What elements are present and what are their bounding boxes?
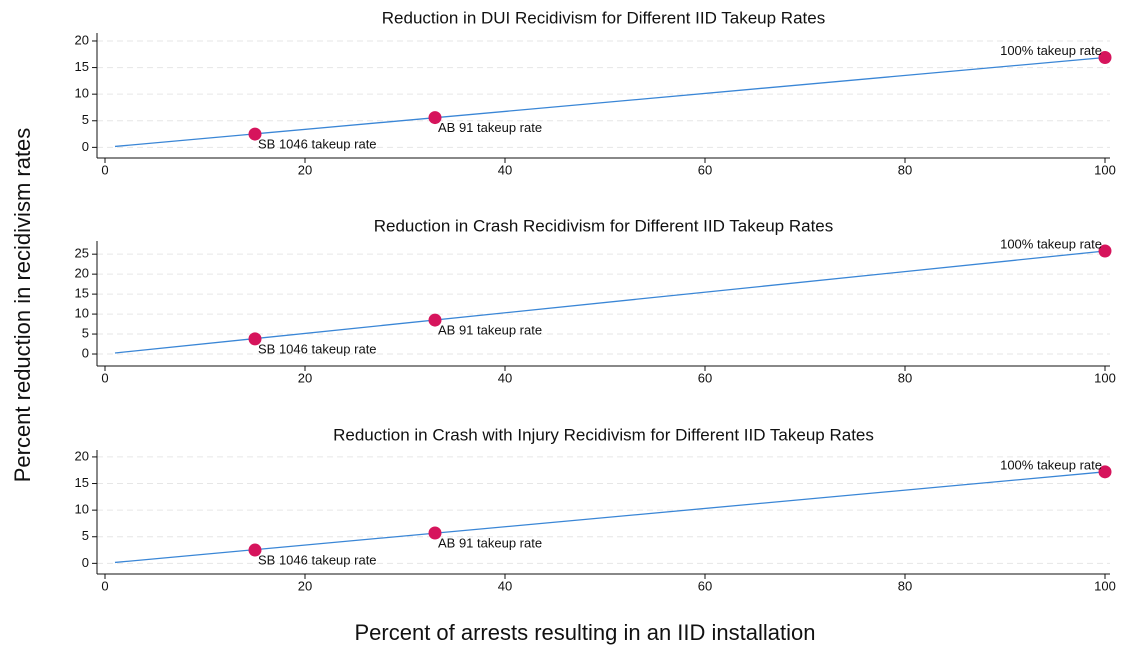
x-tick-label: 40 xyxy=(498,370,512,385)
point xyxy=(1098,465,1112,479)
point-label: AB 91 takeup rate xyxy=(438,120,542,135)
x-tick-label: 20 xyxy=(298,162,312,177)
y-tick-label: 15 xyxy=(75,475,89,490)
x-tick-label: 40 xyxy=(498,162,512,177)
y-tick-label: 10 xyxy=(75,86,89,101)
point xyxy=(428,111,442,125)
chart-title: Reduction in Crash Recidivism for Differ… xyxy=(374,216,834,235)
point-label: 100% takeup rate xyxy=(1000,236,1102,251)
x-tick-label: 80 xyxy=(898,370,912,385)
trend-line xyxy=(114,471,1106,564)
y-tick-label: 5 xyxy=(82,112,89,127)
x-tick-label: 80 xyxy=(898,162,912,177)
y-tick-label: 20 xyxy=(75,448,89,463)
x-axis-label: Percent of arrests resulting in an IID i… xyxy=(354,620,815,645)
y-tick-label: 15 xyxy=(75,59,89,74)
x-tick-label: 20 xyxy=(298,578,312,593)
trend-line xyxy=(114,56,1106,148)
y-axis-label: Percent reduction in recidivism rates xyxy=(10,128,35,483)
point-label: 100% takeup rate xyxy=(1000,43,1102,58)
x-tick-label: 60 xyxy=(698,162,712,177)
point xyxy=(1098,50,1112,64)
x-tick-label: 60 xyxy=(698,578,712,593)
x-tick-label: 80 xyxy=(898,578,912,593)
x-tick-label: 40 xyxy=(498,578,512,593)
x-tick-label: 60 xyxy=(698,370,712,385)
y-tick-label: 0 xyxy=(82,345,89,360)
x-tick-label: 0 xyxy=(101,162,108,177)
point-label: 100% takeup rate xyxy=(1000,457,1102,472)
y-tick-label: 10 xyxy=(75,306,89,321)
x-tick-label: 100 xyxy=(1094,578,1116,593)
trend-line xyxy=(114,250,1106,354)
point-label: SB 1046 takeup rate xyxy=(258,137,377,152)
y-tick-label: 5 xyxy=(82,528,89,543)
x-tick-label: 0 xyxy=(101,370,108,385)
point-label: SB 1046 takeup rate xyxy=(258,341,377,356)
chart-title: Reduction in DUI Recidivism for Differen… xyxy=(382,8,825,27)
y-tick-label: 20 xyxy=(75,32,89,47)
point-label: AB 91 takeup rate xyxy=(438,535,542,550)
chart-title: Reduction in Crash with Injury Recidivis… xyxy=(333,425,874,444)
x-tick-label: 20 xyxy=(298,370,312,385)
point xyxy=(1098,244,1112,258)
point-label: AB 91 takeup rate xyxy=(438,323,542,338)
x-tick-label: 0 xyxy=(101,578,108,593)
x-tick-label: 100 xyxy=(1094,162,1116,177)
point xyxy=(248,543,262,557)
y-tick-label: 0 xyxy=(82,139,89,154)
y-tick-label: 5 xyxy=(82,325,89,340)
point xyxy=(428,526,442,540)
y-tick-label: 20 xyxy=(75,266,89,281)
point-label: SB 1046 takeup rate xyxy=(258,552,377,567)
y-tick-label: 0 xyxy=(82,555,89,570)
point xyxy=(248,332,262,346)
x-tick-label: 100 xyxy=(1094,370,1116,385)
point xyxy=(248,127,262,141)
y-tick-label: 15 xyxy=(75,286,89,301)
y-tick-label: 10 xyxy=(75,502,89,517)
point xyxy=(428,313,442,327)
y-tick-label: 25 xyxy=(75,246,89,261)
